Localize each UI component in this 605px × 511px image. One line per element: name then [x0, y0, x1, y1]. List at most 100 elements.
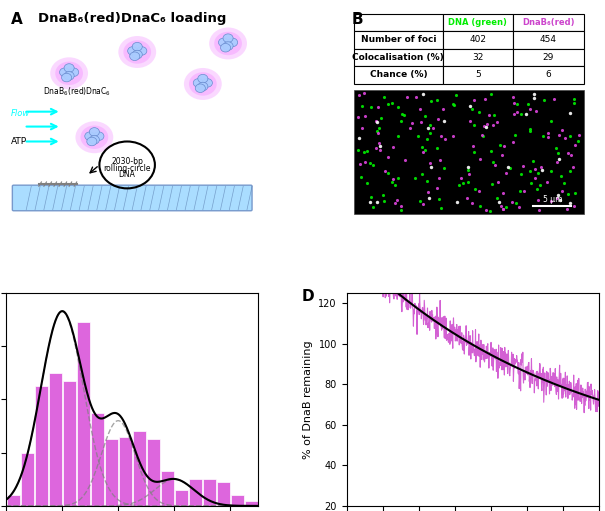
- Circle shape: [55, 62, 83, 85]
- Bar: [7, 495, 19, 506]
- Point: [486, 147, 496, 155]
- Point: [463, 162, 473, 171]
- Bar: [189, 479, 201, 506]
- Point: [523, 100, 532, 108]
- Text: 2030-bp: 2030-bp: [111, 157, 143, 166]
- Point: [440, 134, 450, 143]
- Point: [516, 170, 526, 178]
- Bar: [147, 439, 160, 506]
- Point: [387, 99, 397, 107]
- Point: [538, 132, 548, 140]
- Point: [562, 204, 572, 213]
- Point: [509, 110, 519, 119]
- Point: [366, 103, 376, 111]
- Point: [529, 89, 539, 98]
- Point: [525, 125, 535, 133]
- Point: [426, 97, 436, 105]
- Point: [469, 185, 479, 194]
- Point: [534, 205, 543, 214]
- Point: [396, 117, 405, 125]
- Point: [490, 161, 500, 170]
- Point: [372, 127, 382, 135]
- Circle shape: [119, 36, 156, 68]
- Text: D: D: [301, 289, 314, 304]
- Point: [477, 131, 486, 139]
- Point: [487, 180, 497, 189]
- Text: DnaB₆(red)DnaC₆ loading: DnaB₆(red)DnaC₆ loading: [38, 12, 226, 25]
- Text: 32: 32: [472, 53, 483, 62]
- Circle shape: [76, 121, 113, 153]
- Point: [433, 96, 442, 104]
- Point: [515, 187, 525, 195]
- Point: [500, 142, 509, 150]
- Point: [511, 130, 520, 138]
- Bar: [77, 322, 90, 506]
- Point: [525, 127, 535, 135]
- Point: [499, 205, 508, 213]
- Point: [515, 110, 525, 118]
- Point: [565, 199, 575, 207]
- Circle shape: [218, 38, 229, 47]
- Point: [469, 96, 479, 104]
- Point: [489, 111, 499, 119]
- Point: [474, 108, 483, 116]
- Circle shape: [202, 79, 212, 87]
- Bar: [161, 471, 174, 506]
- Point: [535, 180, 545, 189]
- Point: [448, 100, 457, 108]
- Point: [465, 170, 474, 178]
- Point: [534, 169, 543, 177]
- Point: [451, 91, 460, 100]
- Point: [368, 161, 378, 170]
- Point: [462, 194, 472, 202]
- Circle shape: [50, 57, 88, 89]
- Text: B: B: [352, 12, 364, 27]
- Point: [425, 121, 434, 129]
- Point: [546, 117, 556, 125]
- Point: [410, 174, 420, 182]
- Point: [532, 185, 541, 194]
- Point: [415, 197, 425, 205]
- Circle shape: [128, 47, 138, 55]
- Point: [436, 132, 446, 141]
- Bar: [513, 31, 584, 49]
- Point: [426, 163, 436, 171]
- Point: [492, 118, 502, 126]
- Point: [365, 198, 374, 206]
- Point: [488, 121, 498, 129]
- Circle shape: [137, 47, 147, 55]
- Bar: [21, 453, 33, 506]
- Text: 29: 29: [543, 53, 554, 62]
- Bar: [354, 90, 584, 214]
- Bar: [442, 14, 513, 31]
- Point: [360, 111, 370, 120]
- Point: [355, 134, 364, 142]
- Point: [574, 131, 584, 139]
- Point: [373, 103, 383, 111]
- Point: [531, 174, 540, 182]
- Point: [496, 201, 506, 210]
- Point: [468, 105, 477, 113]
- Point: [374, 139, 384, 147]
- Point: [485, 207, 495, 215]
- Point: [529, 95, 539, 103]
- Point: [361, 158, 370, 167]
- Point: [469, 121, 479, 129]
- Point: [526, 179, 535, 187]
- Circle shape: [59, 68, 70, 77]
- Circle shape: [189, 72, 217, 96]
- Bar: [132, 431, 146, 506]
- Point: [465, 101, 475, 109]
- Circle shape: [223, 34, 233, 42]
- Point: [546, 196, 556, 204]
- Point: [525, 167, 535, 175]
- Point: [537, 163, 546, 171]
- Point: [396, 206, 406, 214]
- Bar: [354, 31, 442, 49]
- Point: [557, 187, 567, 195]
- Text: Chance (%): Chance (%): [370, 71, 427, 79]
- Circle shape: [214, 32, 242, 55]
- FancyBboxPatch shape: [12, 185, 252, 211]
- Point: [439, 105, 448, 113]
- Bar: [105, 439, 117, 506]
